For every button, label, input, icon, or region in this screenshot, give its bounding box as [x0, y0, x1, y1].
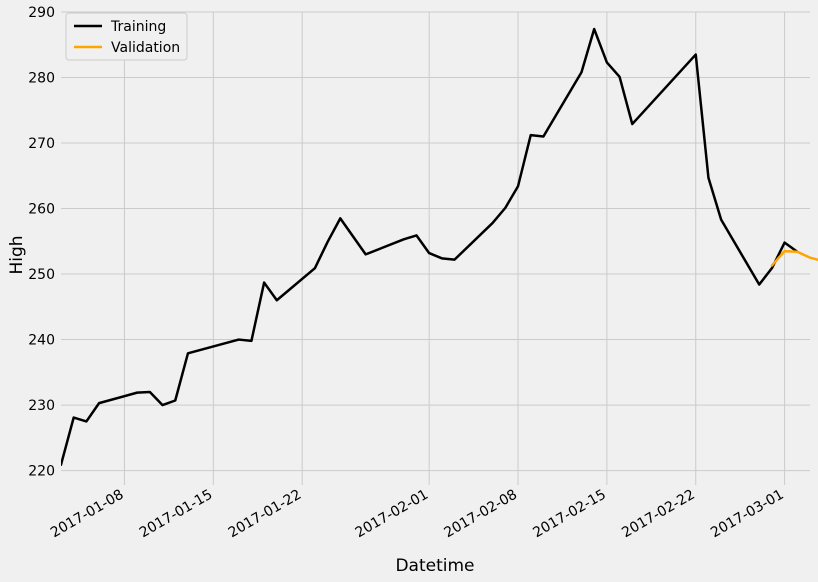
y-tick-label-1: 230: [28, 398, 55, 414]
series-line-validation: [770, 249, 818, 267]
y-tick-label-7: 290: [28, 5, 55, 21]
legend-label-training: Training: [110, 19, 166, 35]
y-axis-label: High: [7, 235, 27, 274]
legend: Training Validation: [65, 12, 188, 61]
y-tick-label-4: 260: [28, 202, 55, 218]
y-tick-label-5: 270: [28, 136, 55, 152]
y-tick-label-3: 250: [28, 267, 55, 283]
series-lines: [61, 27, 818, 466]
series-line-training: [61, 27, 799, 466]
y-tick-label-0: 220: [28, 464, 55, 480]
y-tick-labels: 220 230 240 250 260 270 280 290: [28, 5, 55, 480]
y-tick-label-6: 280: [28, 71, 55, 87]
y-tick-label-2: 240: [28, 333, 55, 349]
grid-lines: [61, 11, 810, 485]
x-axis-label: Datetime: [395, 556, 474, 576]
legend-label-validation: Validation: [111, 40, 180, 56]
